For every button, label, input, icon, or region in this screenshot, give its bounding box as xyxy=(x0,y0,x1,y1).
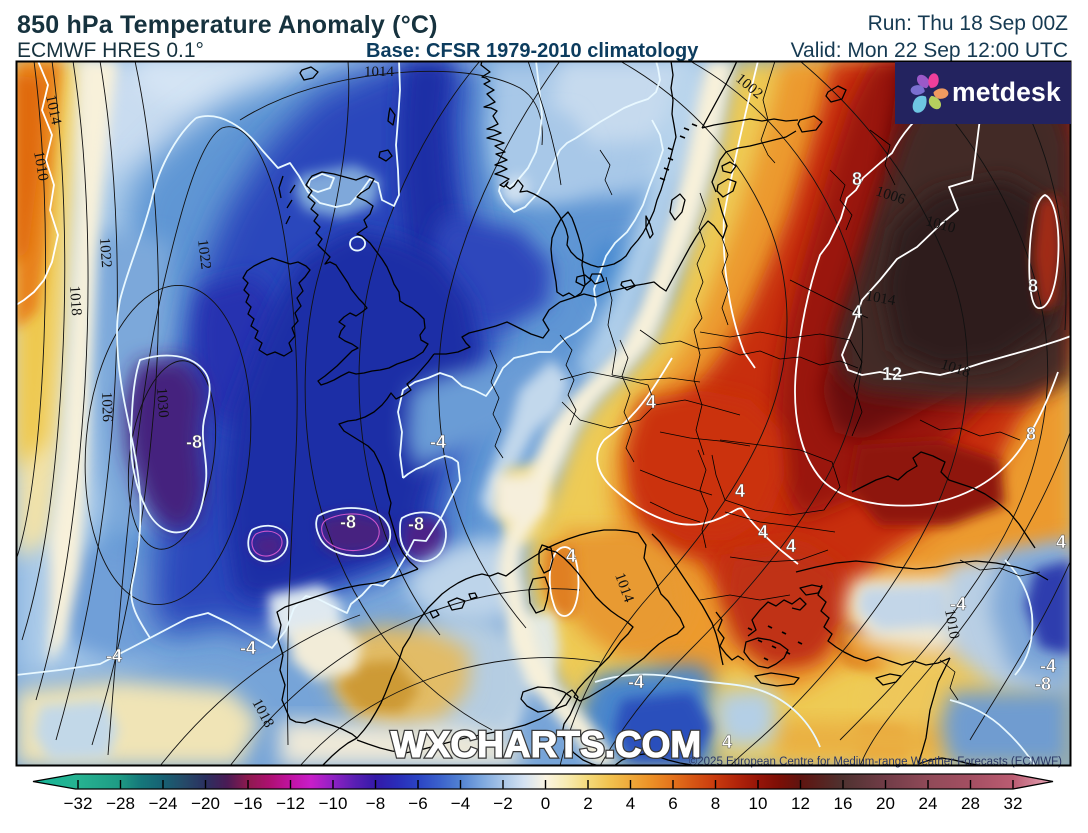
svg-text:−10: −10 xyxy=(319,794,348,813)
svg-text:1014: 1014 xyxy=(364,64,395,80)
svg-text:4: 4 xyxy=(1056,532,1066,552)
svg-text:4: 4 xyxy=(735,481,745,501)
svg-text:1026: 1026 xyxy=(98,392,115,423)
svg-text:0: 0 xyxy=(541,794,550,813)
svg-text:WXCHARTS.COM: WXCHARTS.COM xyxy=(391,724,701,765)
svg-text:−32: −32 xyxy=(64,794,93,813)
svg-text:12: 12 xyxy=(791,794,810,813)
svg-text:4: 4 xyxy=(646,392,656,412)
svg-text:10: 10 xyxy=(749,794,768,813)
svg-text:8: 8 xyxy=(711,794,720,813)
svg-text:1014: 1014 xyxy=(42,94,64,127)
svg-text:−8: −8 xyxy=(366,794,385,813)
svg-text:4: 4 xyxy=(786,536,796,556)
svg-text:−6: −6 xyxy=(408,794,427,813)
svg-text:1018: 1018 xyxy=(66,285,84,316)
svg-text:-8: -8 xyxy=(408,514,424,534)
svg-text:1010: 1010 xyxy=(30,150,51,182)
svg-text:−28: −28 xyxy=(106,794,135,813)
svg-text:-8: -8 xyxy=(186,432,202,452)
svg-text:8: 8 xyxy=(852,169,862,189)
svg-text:24: 24 xyxy=(919,794,938,813)
svg-text:12: 12 xyxy=(882,364,902,384)
svg-text:-4: -4 xyxy=(430,432,446,452)
svg-text:1010: 1010 xyxy=(941,608,962,640)
svg-text:-4: -4 xyxy=(240,638,256,658)
svg-text:1022: 1022 xyxy=(194,239,214,271)
svg-text:4: 4 xyxy=(722,732,732,752)
svg-text:8: 8 xyxy=(1026,424,1036,444)
svg-text:4: 4 xyxy=(852,302,862,322)
svg-text:−2: −2 xyxy=(493,794,512,813)
svg-text:4: 4 xyxy=(626,794,635,813)
svg-text:−12: −12 xyxy=(276,794,305,813)
svg-text:−4: −4 xyxy=(451,794,470,813)
svg-text:-4: -4 xyxy=(106,646,122,666)
svg-text:4: 4 xyxy=(758,522,768,542)
svg-text:4: 4 xyxy=(566,546,576,566)
svg-text:−24: −24 xyxy=(149,794,178,813)
svg-text:16: 16 xyxy=(834,794,853,813)
svg-text:metdesk: metdesk xyxy=(952,77,1061,107)
svg-text:-4: -4 xyxy=(1040,656,1056,676)
svg-text:20: 20 xyxy=(876,794,895,813)
svg-text:1014: 1014 xyxy=(864,288,897,309)
svg-text:1022: 1022 xyxy=(96,237,114,268)
svg-text:-4: -4 xyxy=(950,594,966,614)
svg-text:−20: −20 xyxy=(191,794,220,813)
svg-text:-8: -8 xyxy=(1035,674,1051,694)
svg-text:28: 28 xyxy=(961,794,980,813)
svg-text:−16: −16 xyxy=(234,794,263,813)
svg-text:32: 32 xyxy=(1004,794,1023,813)
svg-text:-8: -8 xyxy=(340,512,356,532)
svg-text:2: 2 xyxy=(583,794,592,813)
svg-text:WXCHARTS.COM: WXCHARTS.COM xyxy=(391,724,701,765)
svg-text:-4: -4 xyxy=(628,672,644,692)
svg-text:8: 8 xyxy=(1028,276,1038,296)
svg-text:1030: 1030 xyxy=(153,387,171,418)
svg-text:6: 6 xyxy=(668,794,677,813)
svg-text:1010: 1010 xyxy=(924,213,957,236)
